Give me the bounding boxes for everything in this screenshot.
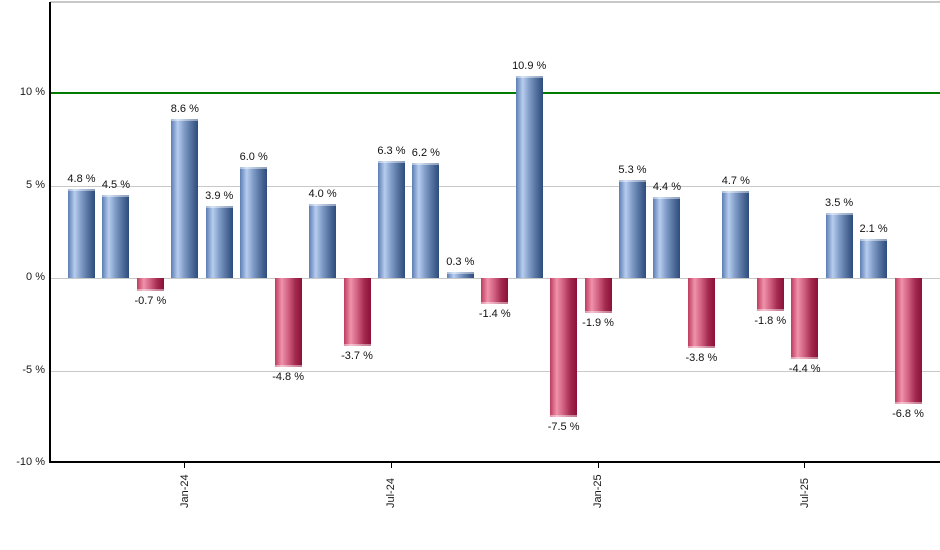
y-tick-label: -5 % (22, 363, 45, 376)
x-tick-label: Jan-25 (592, 474, 605, 508)
x-tick (804, 463, 806, 468)
bar (825, 213, 853, 278)
bar (653, 196, 681, 278)
bar (377, 161, 405, 278)
bar (791, 278, 819, 360)
gridline (51, 370, 940, 372)
bar-value-label: 4.8 % (67, 173, 96, 186)
y-tick-label: 5 % (26, 178, 45, 191)
bar-value-label: 6.0 % (239, 151, 268, 163)
bar-value-label: 6.2 % (411, 147, 440, 160)
bar-value-label: 4.7 % (721, 175, 750, 188)
bar (171, 118, 199, 278)
bar-value-label: 3.5 % (825, 197, 854, 210)
bar (481, 278, 509, 304)
bar-value-label: -1.9 % (582, 317, 614, 330)
bar (274, 278, 302, 367)
y-tick-label: 10 % (19, 86, 45, 98)
bar-value-label: -0.7 % (134, 294, 167, 307)
bar-value-label: -4.8 % (272, 370, 305, 383)
y-tick-label: 0 % (26, 271, 45, 283)
bar-value-label: -6.8 % (892, 407, 924, 420)
bar-value-label: 8.6 % (170, 102, 199, 115)
bar-value-label: 4.5 % (101, 178, 130, 191)
plot-top-border (50, 1, 940, 3)
bar (102, 194, 130, 278)
bar (756, 278, 784, 312)
bar (136, 278, 164, 291)
bar-value-label: 0.3 % (446, 256, 475, 269)
x-tick (184, 463, 186, 468)
y-tick-label: -10 % (16, 456, 45, 468)
bar (619, 179, 646, 278)
bar-value-label: 6.3 % (377, 145, 406, 158)
x-tick-label: Jan-24 (178, 474, 191, 508)
bar (722, 191, 750, 278)
x-axis-line (49, 461, 940, 463)
gridline (51, 185, 940, 187)
bar (309, 204, 337, 278)
x-tick (597, 463, 599, 468)
bar (687, 278, 715, 349)
bar-value-label: -3.8 % (685, 352, 718, 365)
bar (205, 205, 233, 278)
bar-value-label: -4.4 % (788, 363, 821, 376)
reference-line (50, 92, 940, 94)
bar-value-label: 2.1 % (859, 223, 888, 236)
bar (412, 163, 440, 278)
bar-value-label: -3.7 % (341, 350, 373, 363)
bar-value-label: 3.9 % (205, 189, 234, 202)
bar (515, 76, 543, 278)
bar (68, 189, 95, 278)
x-tick-label: Jul-24 (385, 478, 398, 508)
bar-value-label: -7.5 % (547, 420, 580, 433)
x-tick (390, 463, 392, 468)
bar-value-label: 10.9 % (512, 60, 547, 73)
bar (343, 278, 371, 347)
bar (584, 278, 612, 314)
bar (240, 167, 268, 278)
bar-value-label: 4.4 % (652, 180, 681, 193)
bar-value-label: 4.0 % (308, 188, 337, 200)
bar (894, 278, 922, 404)
bar-value-label: -1.8 % (754, 315, 787, 328)
bar (446, 272, 474, 278)
bar (550, 278, 578, 417)
y-axis-line (49, 2, 51, 463)
x-tick-label: Jul-25 (798, 478, 811, 508)
bar-value-label: 5.3 % (618, 163, 647, 176)
bar (860, 239, 888, 278)
bar-value-label: -1.4 % (478, 307, 511, 320)
